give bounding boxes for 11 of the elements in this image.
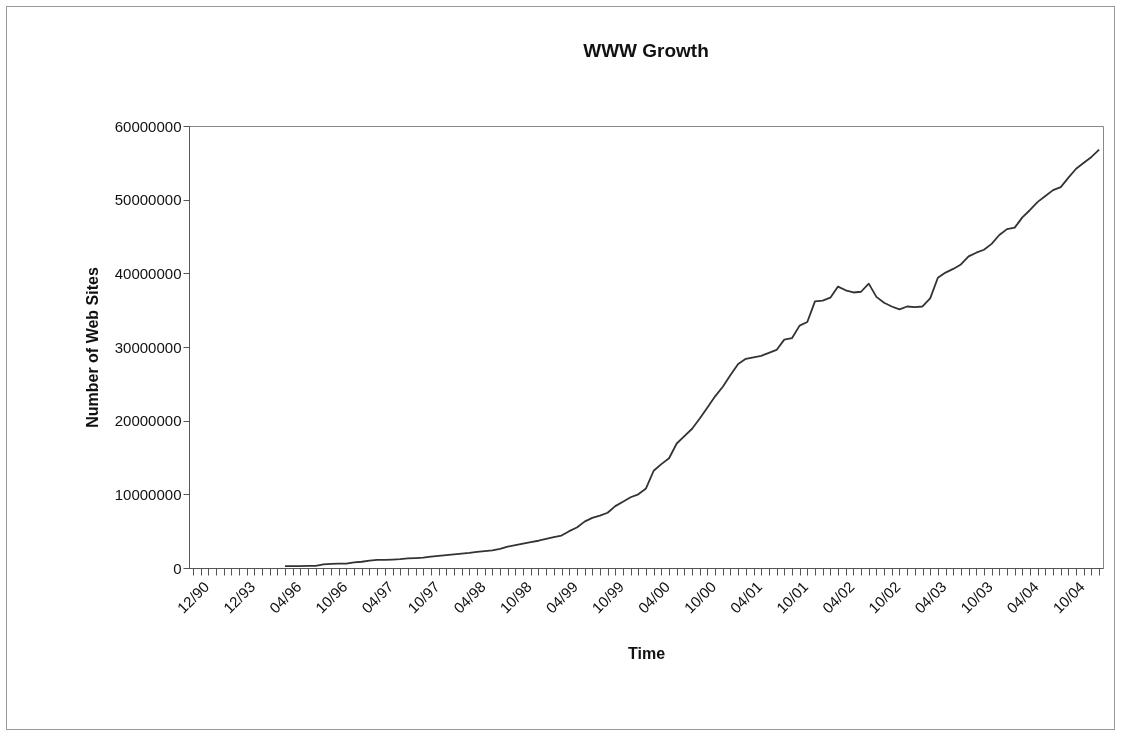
y-tick-label: 50000000 bbox=[114, 191, 182, 209]
y-tick-label: 30000000 bbox=[114, 338, 182, 356]
y-tick-label: 20000000 bbox=[114, 412, 182, 430]
y-tick-label: 60000000 bbox=[114, 117, 182, 135]
y-axis-title: Number of Web Sites bbox=[83, 267, 101, 428]
chart-title: WWW Growth bbox=[583, 40, 709, 61]
y-tick-label: 10000000 bbox=[114, 485, 182, 503]
y-tick-label: 0 bbox=[173, 559, 182, 577]
x-axis-title: Time bbox=[627, 645, 666, 663]
line-series bbox=[284, 148, 1101, 568]
y-tick-label: 40000000 bbox=[114, 264, 182, 282]
